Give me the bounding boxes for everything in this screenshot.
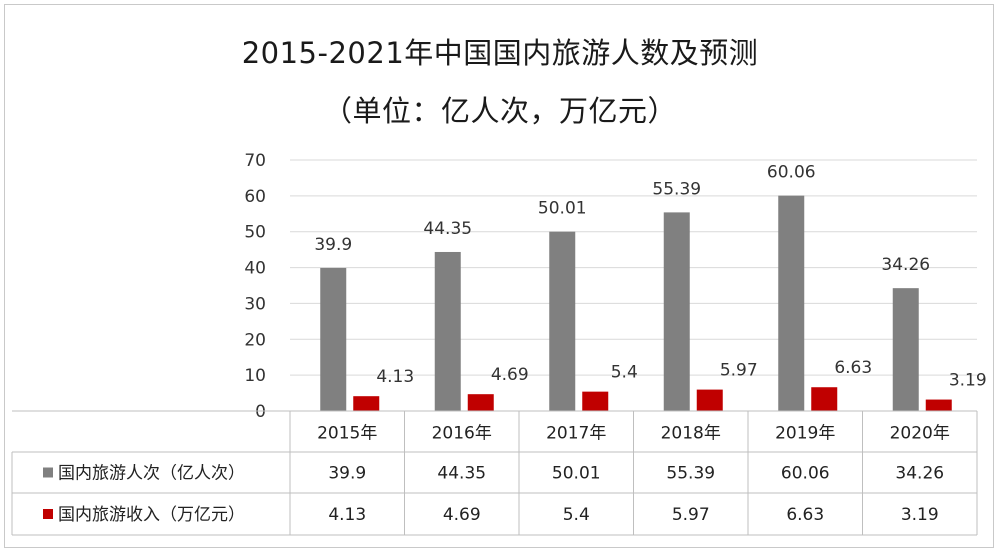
category-label: 2019年 [775,424,835,444]
y-tick-label: 30 [244,294,266,314]
bar-visitors [778,195,805,411]
data-label: 34.26 [881,255,930,275]
category-label: 2020年 [890,424,950,444]
bar-visitors [549,231,576,411]
data-table: 2015年 2016年 2017年 2018年 2019年 2020年国内旅游人次（亿人次… [11,410,978,536]
data-label: 5.97 [720,361,758,381]
data-label: 50.01 [538,199,587,219]
table-cell: 34.26 [895,464,944,484]
category-label: 2016年 [432,424,492,444]
chart-frame [4,4,994,548]
table-cell: 50.01 [552,464,601,484]
bar-revenue [353,396,380,411]
bar-visitors [320,267,347,411]
table-cell: 39.9 [328,464,366,484]
y-tick-label: 70 [244,151,266,171]
table-cell: 5.4 [563,505,590,525]
y-tick-label: 50 [244,223,266,243]
table-cell: 5.97 [672,505,710,525]
bar-visitors [434,251,461,411]
y-tick-label: 0 [255,402,266,422]
bars: 39.9 44.35 50.01 55.39 60.06 34.26 4.13 4.69 5.4… [314,163,987,411]
chart-title: 2015-2021年中国国内旅游人数及预测 [241,36,759,70]
chart-subtitle: （单位：亿人次，万亿元） [322,94,677,128]
bar-revenue [811,387,838,411]
legend-entry: 国内旅游收入（万亿元） [58,505,245,525]
table-cell: 44.35 [437,464,486,484]
y-tick-label: 10 [244,366,266,386]
legend-swatch [43,509,53,519]
data-label: 3.19 [949,371,987,391]
bar-revenue [925,399,952,411]
category-label: 2015年 [317,424,377,444]
bar-revenue [467,394,494,411]
gridlines [290,159,977,376]
data-label: 6.63 [834,358,872,378]
legend-entry: 国内旅游人次（亿人次） [58,464,245,484]
table-cell: 55.39 [666,464,715,484]
data-label: 44.35 [423,219,472,239]
category-label: 2017年 [546,424,606,444]
y-tick-label: 20 [244,330,266,350]
data-label: 4.69 [491,365,529,385]
data-label: 5.4 [611,363,638,383]
table-cell: 6.63 [786,505,824,525]
data-label: 55.39 [652,179,701,199]
bar-revenue [696,389,723,411]
legend-swatch [43,467,53,478]
data-label: 4.13 [376,367,414,387]
y-tick-label: 40 [244,259,266,279]
bar-revenue [582,391,609,411]
category-label: 2018年 [661,424,721,444]
data-label: 39.9 [314,235,352,255]
table-cell: 60.06 [781,464,830,484]
y-axis: 0 10 20 30 40 50 60 70 [244,151,266,422]
table-cell: 4.13 [328,505,366,525]
bar-visitors [892,288,919,411]
data-label: 60.06 [767,163,816,183]
table-cell: 3.19 [901,505,939,525]
table-cell: 4.69 [443,505,481,525]
bar-visitors [663,212,690,411]
y-tick-label: 60 [244,187,266,207]
